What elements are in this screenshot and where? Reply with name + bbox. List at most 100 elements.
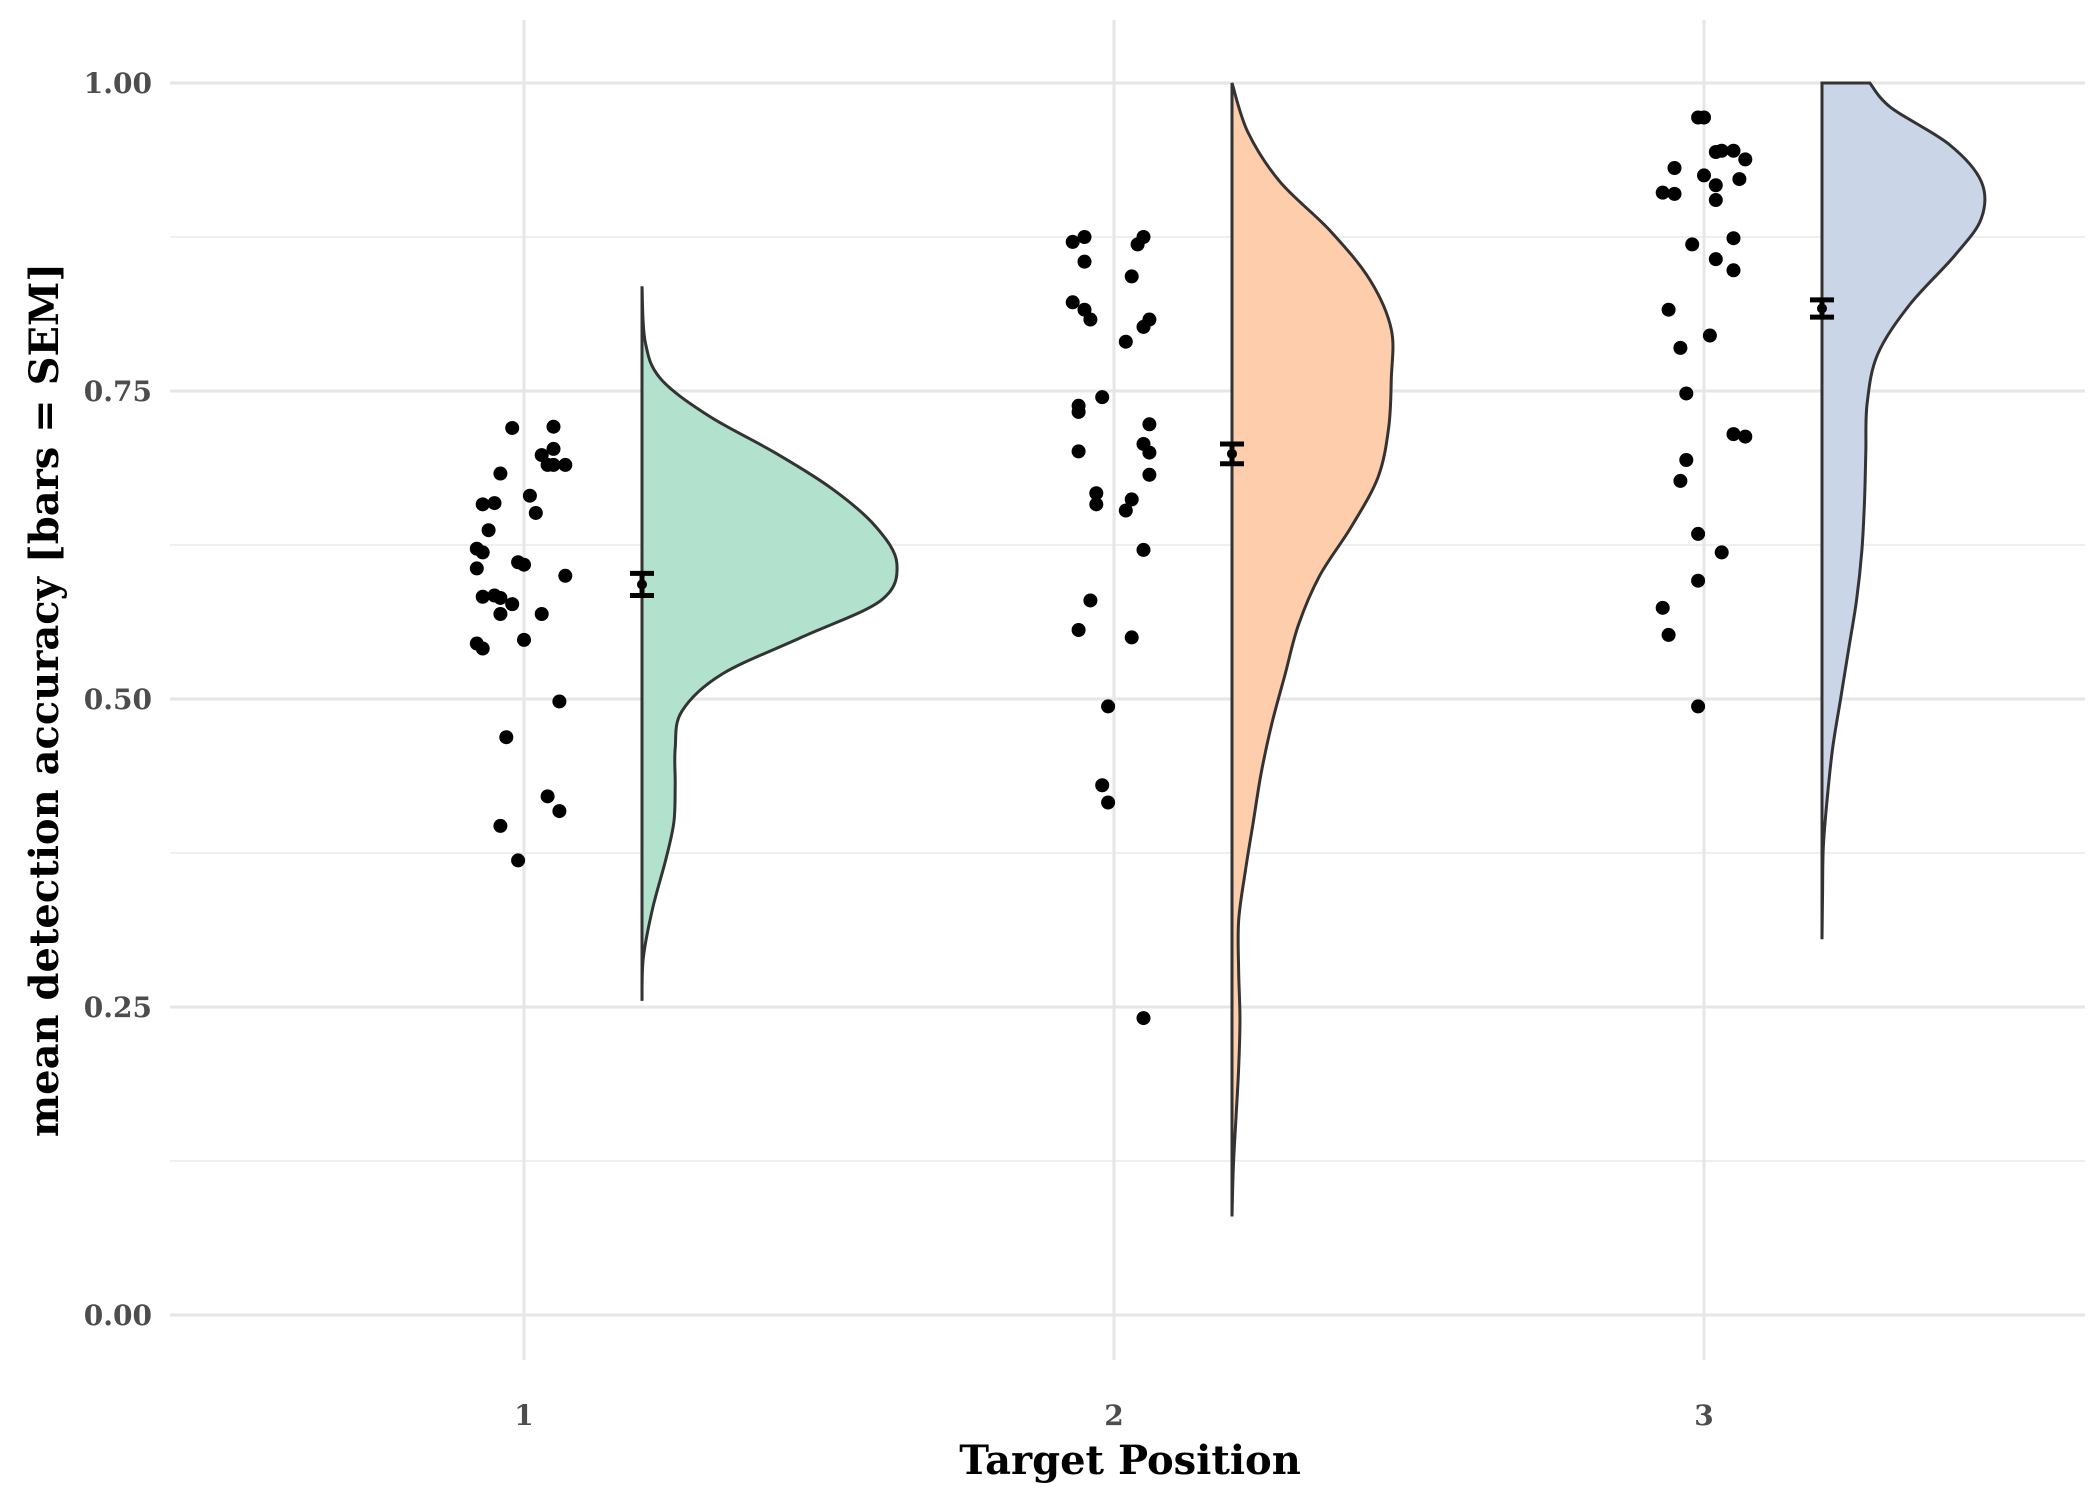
data-point (1708, 178, 1723, 193)
data-point (546, 419, 561, 434)
data-point (1726, 427, 1741, 442)
data-point (1083, 312, 1098, 327)
data-point (1708, 144, 1723, 159)
data-point (522, 488, 537, 503)
data-point (1089, 497, 1104, 512)
density-cloud-2 (1230, 82, 1395, 1217)
data-point (1124, 492, 1139, 507)
data-point (1691, 699, 1706, 714)
data-point (552, 804, 567, 819)
x-tick-label: 3 (1694, 1399, 1713, 1432)
data-point (517, 557, 531, 572)
mean-point (1817, 303, 1827, 314)
data-point (1685, 237, 1700, 252)
data-point (552, 694, 567, 709)
data-point (546, 441, 561, 456)
x-tick-label: 1 (514, 1399, 533, 1432)
jittered-points (469, 110, 1753, 1026)
data-point (1702, 328, 1717, 343)
data-point (1118, 334, 1133, 349)
data-point (1667, 186, 1682, 201)
data-point (558, 457, 573, 472)
data-point (475, 641, 490, 656)
density-clouds (640, 81, 1987, 1217)
data-point (1083, 593, 1098, 608)
data-point (1667, 161, 1682, 176)
data-point (1738, 152, 1753, 167)
data-point (493, 590, 508, 605)
data-point (487, 496, 502, 511)
data-point (1142, 467, 1157, 482)
grid-lines (170, 20, 2085, 1360)
data-point (1673, 473, 1688, 488)
data-point (1124, 630, 1139, 645)
data-point (475, 497, 490, 512)
data-point (1655, 185, 1670, 200)
data-point (469, 561, 484, 576)
data-point (1726, 263, 1741, 278)
data-point (493, 606, 508, 621)
density-cloud-3 (1820, 81, 1987, 940)
x-tick-label: 2 (1104, 1399, 1123, 1432)
data-point (1071, 623, 1086, 638)
data-point (1679, 386, 1694, 401)
data-point (1130, 237, 1145, 252)
data-point (1673, 340, 1688, 355)
data-point (1136, 542, 1151, 557)
data-point (1661, 302, 1676, 317)
data-point (1726, 143, 1741, 158)
data-point (1136, 1011, 1151, 1026)
data-point (1136, 319, 1151, 334)
data-point (493, 818, 508, 833)
data-point (1697, 110, 1711, 125)
data-point (1714, 545, 1729, 560)
data-point (1118, 503, 1133, 518)
data-point (1691, 526, 1706, 541)
data-point (1726, 231, 1741, 246)
y-tick-label: 0.00 (84, 1299, 152, 1332)
x-tick-labels: 1 2 3 (514, 1399, 1713, 1432)
y-tick-label: 0.50 (84, 683, 152, 716)
data-point (534, 606, 549, 621)
data-point (1142, 445, 1157, 460)
data-point (511, 853, 526, 868)
data-point (1679, 452, 1694, 467)
data-point (1071, 444, 1086, 459)
data-point (1691, 573, 1706, 588)
data-point (1732, 172, 1747, 187)
y-tick-labels: 0.00 0.25 0.50 0.75 1.00 (84, 67, 152, 1332)
data-point (1095, 778, 1110, 793)
data-point (481, 523, 496, 538)
data-point (1071, 404, 1086, 419)
data-point (1101, 795, 1116, 810)
data-point (540, 789, 555, 804)
mean-point (1227, 448, 1237, 459)
data-point (505, 597, 520, 612)
data-point (1101, 699, 1116, 714)
data-point (558, 568, 573, 583)
data-point (1077, 230, 1092, 244)
data-point (528, 505, 543, 520)
data-point (1077, 254, 1092, 269)
data-point (505, 420, 520, 435)
data-point (499, 730, 514, 745)
mean-sem-errorbars (630, 297, 1834, 599)
data-point (1708, 193, 1723, 208)
data-point (517, 632, 531, 647)
data-point (1065, 295, 1080, 310)
data-point (1708, 252, 1723, 267)
data-point (1738, 429, 1753, 444)
data-point (1124, 269, 1139, 284)
y-tick-label: 1.00 (84, 67, 152, 100)
data-point (493, 466, 508, 481)
data-point (1065, 234, 1080, 249)
x-axis-title: Target Position (959, 1437, 1301, 1484)
data-point (1095, 390, 1110, 405)
data-point (475, 589, 490, 604)
data-point (1661, 627, 1676, 642)
data-point (546, 457, 561, 472)
y-axis-title: mean detection accuracy [bars = SEM] (21, 263, 68, 1137)
y-tick-label: 0.75 (84, 375, 152, 408)
data-point (1697, 168, 1711, 183)
